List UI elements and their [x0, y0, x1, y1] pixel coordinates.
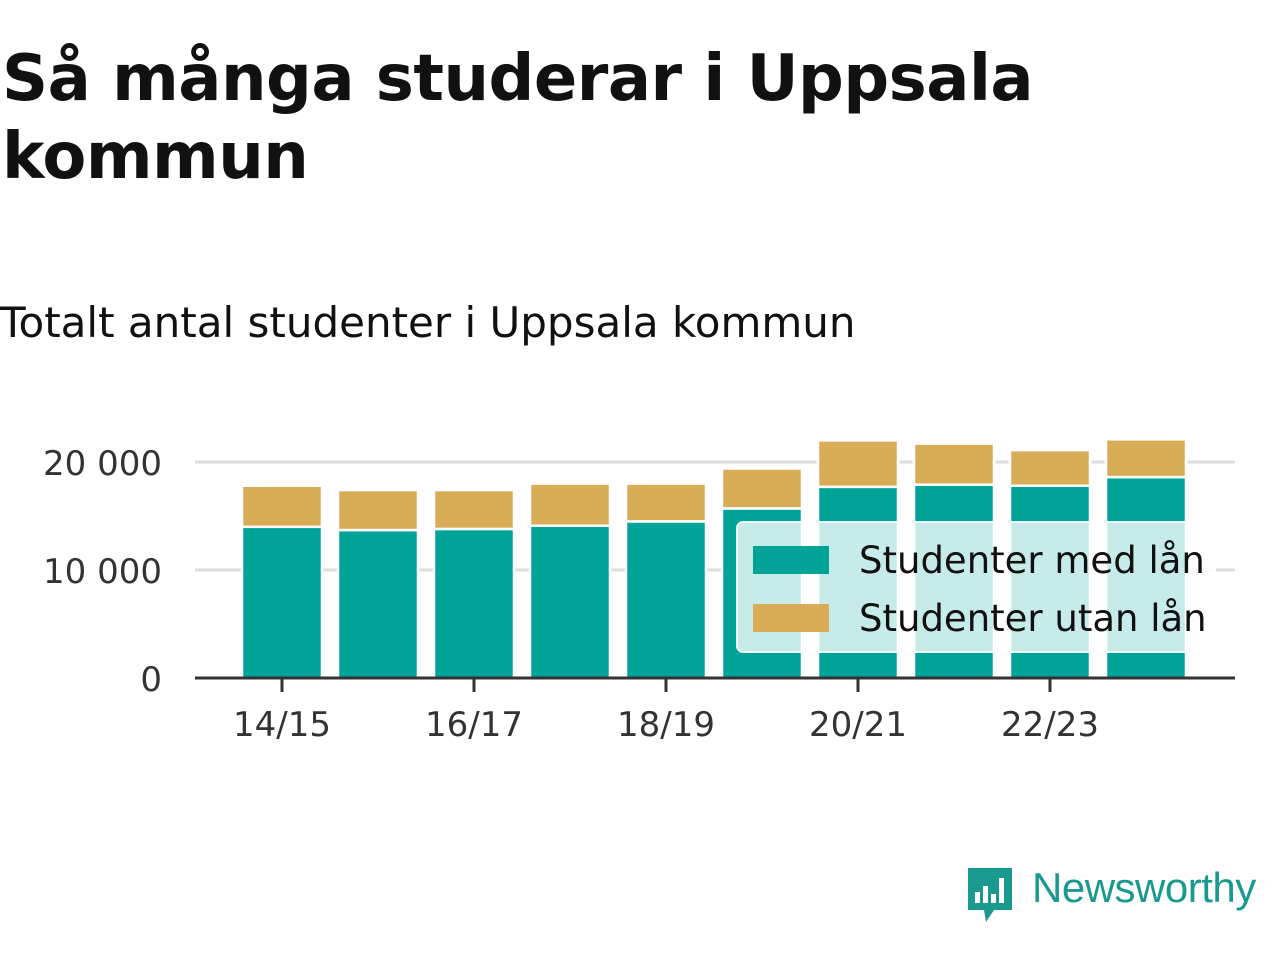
chart-title: Så många studerar i Uppsala kommun [2, 42, 1034, 194]
bar-utan-lan [1104, 438, 1188, 479]
bar-med-lan [432, 527, 516, 680]
legend-swatch [753, 546, 829, 574]
bar-utan-lan [528, 482, 612, 527]
bar-med-lan [240, 525, 324, 680]
bar-med-lan [624, 520, 708, 680]
y-tick-label: 10 000 [43, 552, 162, 592]
legend-label: Studenter med lån [859, 539, 1205, 582]
newsworthy-bar-chart-icon [968, 868, 1012, 922]
y-tick-label: 20 000 [43, 444, 162, 484]
brand-name: Newsworthy [1032, 864, 1256, 911]
stacked-bar-chart: 0 10 000 20 000 Studenter med lån Studenter … [43, 438, 1235, 745]
x-tick-label: 22/23 [1001, 705, 1099, 745]
bar-utan-lan [912, 442, 996, 486]
bar-utan-lan [1008, 448, 1092, 488]
x-tick-label: 18/19 [617, 705, 715, 745]
bar-med-lan [528, 524, 612, 680]
bar-utan-lan [816, 439, 900, 489]
x-tick-label: 14/15 [233, 705, 331, 745]
bar-utan-lan [336, 488, 420, 532]
bar-med-lan [336, 528, 420, 680]
legend-swatch [753, 604, 829, 632]
y-tick-label: 0 [140, 660, 162, 700]
x-tick-label: 16/17 [425, 705, 523, 745]
x-tick-label: 20/21 [809, 705, 907, 745]
chart-subtitle: Totalt antal studenter i Uppsala kommun [0, 298, 856, 347]
bar-utan-lan [624, 482, 708, 523]
bar-utan-lan [720, 467, 804, 510]
legend-label: Studenter utan lån [859, 597, 1207, 640]
bar-utan-lan [432, 488, 516, 531]
bar-utan-lan [240, 484, 324, 529]
legend-box [736, 521, 1216, 653]
